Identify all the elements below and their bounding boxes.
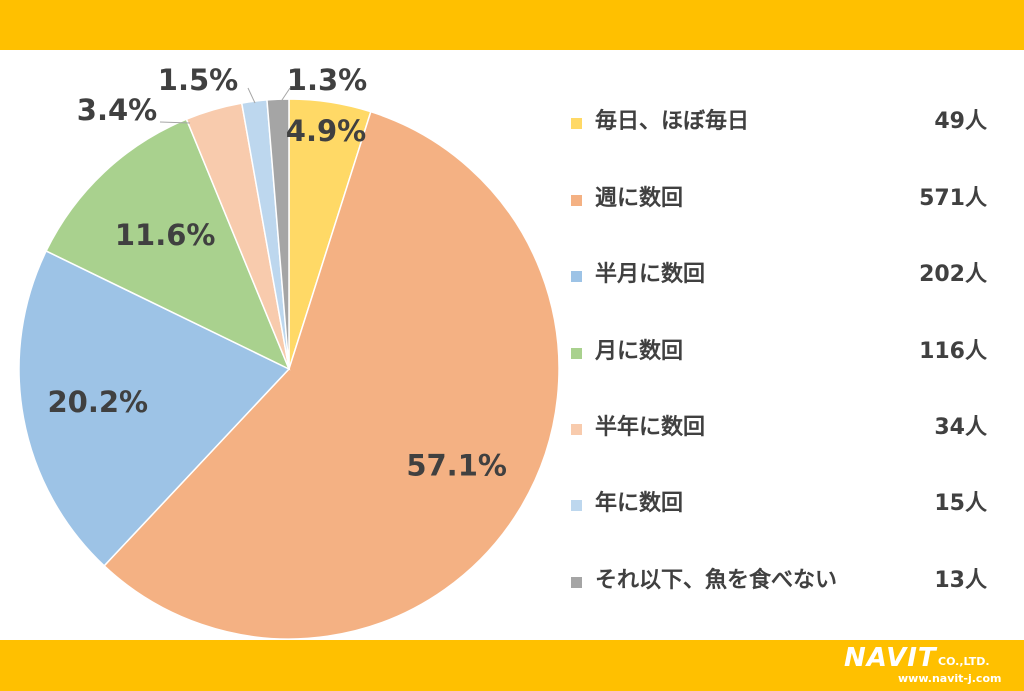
legend-label: 半年に数回 <box>595 415 706 440</box>
legend-item-rarely-never: それ以下、魚を食べない 13人 <box>571 566 1011 596</box>
legend-label: 年に数回 <box>595 491 684 516</box>
company-logo: NAVIT CO.,LTD. www.navit-j.com <box>838 643 1018 687</box>
legend-label: 毎日、ほぼ毎日 <box>595 109 750 134</box>
legend-swatch <box>571 271 582 282</box>
logo-name: NAVIT <box>844 643 937 673</box>
legend-label: それ以下、魚を食べない <box>595 568 838 593</box>
pie-slice <box>18 249 291 567</box>
data-label: 4.9% <box>286 114 366 148</box>
logo-url: www.navit-j.com <box>898 672 1002 685</box>
legend-swatch <box>571 118 582 129</box>
legend-count: 13人 <box>934 568 987 593</box>
legend-swatch <box>571 424 582 435</box>
leader-line <box>247 87 256 104</box>
legend-count: 34人 <box>934 415 987 440</box>
data-label: 3.4% <box>77 93 157 127</box>
legend-swatch <box>571 500 582 511</box>
leader-line <box>279 87 291 104</box>
legend-item-yearly: 年に数回 15人 <box>571 489 1011 519</box>
legend-count: 49人 <box>934 109 987 134</box>
pie-slice <box>266 98 290 370</box>
data-label: 57.1% <box>406 448 507 482</box>
legend-count: 571人 <box>919 186 987 211</box>
legend-label: 週に数回 <box>595 186 684 211</box>
top-band <box>0 0 1024 50</box>
legend-count: 116人 <box>919 339 987 364</box>
legend-item-half-yearly: 半年に数回 34人 <box>571 413 1011 443</box>
data-label: 1.3% <box>287 63 367 97</box>
data-label: 1.5% <box>158 63 238 97</box>
pie-slice <box>45 118 291 371</box>
legend-item-daily: 毎日、ほぼ毎日 49人 <box>571 107 1011 137</box>
data-label: 11.6% <box>115 218 216 252</box>
legend-swatch <box>571 195 582 206</box>
legend-item-monthly: 月に数回 116人 <box>571 337 1011 367</box>
legend-item-half-monthly: 半月に数回 202人 <box>571 260 1011 290</box>
legend-swatch <box>571 577 582 588</box>
pie-chart: 4.9% 57.1% 20.2% 11.6% 3.4%1.5% 1.3% <box>18 63 560 640</box>
legend-count: 15人 <box>934 491 987 516</box>
pie-slice <box>103 110 560 640</box>
legend-item-weekly: 週に数回 571人 <box>571 184 1011 214</box>
legend-label: 半月に数回 <box>595 262 706 287</box>
data-label: 20.2% <box>48 385 149 419</box>
leader-line <box>159 121 191 124</box>
legend-count: 202人 <box>919 262 987 287</box>
legend-label: 月に数回 <box>595 339 684 364</box>
logo-suffix: CO.,LTD. <box>938 655 990 668</box>
legend-swatch <box>571 348 582 359</box>
bottom-band <box>0 640 1024 691</box>
